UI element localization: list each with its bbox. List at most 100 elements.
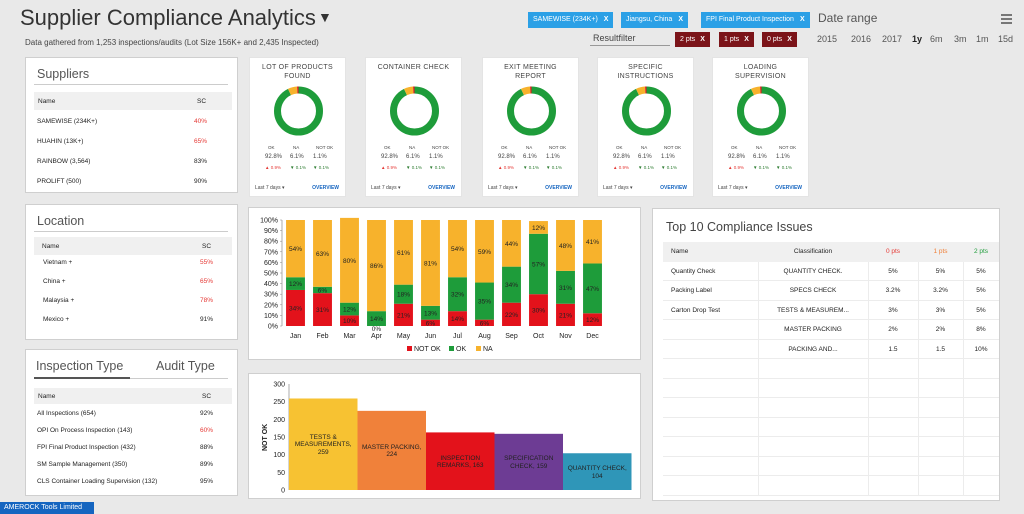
remove-filter-icon[interactable]: X: [603, 16, 609, 23]
supplier-row-name[interactable]: RAINBOW (3,564): [37, 158, 91, 165]
bar-ok[interactable]: [286, 277, 305, 290]
top10-row[interactable]: [663, 456, 999, 476]
tab-audit-type[interactable]: Audit Type: [156, 359, 215, 373]
bar-ok[interactable]: [502, 266, 521, 303]
bar-not-ok[interactable]: [286, 289, 305, 326]
kpi-card[interactable]: SPECIFIC INSTRUCTIONS OK 92.8% ▲ 0.9% NA 6.1%…: [597, 57, 694, 197]
inspection-row-name[interactable]: OPI On Process Inspection (143): [37, 427, 133, 434]
bar-na[interactable]: [448, 220, 467, 278]
bar-na[interactable]: [502, 220, 521, 267]
bar-na[interactable]: [286, 220, 305, 278]
remove-filter-icon[interactable]: X: [700, 36, 705, 43]
kpi-period-select[interactable]: Last 7 days ▾: [371, 185, 401, 191]
kpi-period-select[interactable]: Last 7 days ▾: [603, 185, 633, 191]
filter-chip-supplier[interactable]: SAMEWISE (234K+) X: [528, 12, 614, 28]
category-bar[interactable]: [289, 398, 358, 490]
bar-not-ok[interactable]: [556, 303, 575, 326]
kpi-overview-link[interactable]: OVERVIEW: [428, 185, 455, 191]
supplier-row-name[interactable]: HUAHIN (13K+): [37, 138, 84, 145]
bar-ok[interactable]: [475, 282, 494, 320]
supplier-row-name[interactable]: SAMEWISE (234K+): [37, 118, 98, 125]
bar-na[interactable]: [421, 220, 440, 306]
inspection-row-name[interactable]: SM Sample Management (350): [37, 461, 128, 468]
bar-not-ok[interactable]: [583, 313, 602, 326]
kpi-period-select[interactable]: Last 7 days ▾: [255, 185, 285, 191]
inspection-row-name[interactable]: CLS Container Loading Supervision (132): [37, 478, 158, 485]
bar-ok[interactable]: [556, 270, 575, 304]
bar-not-ok[interactable]: [529, 294, 548, 326]
bar-ok[interactable]: [448, 277, 467, 312]
range-1m[interactable]: 1m: [976, 34, 989, 44]
tab-inspection-type[interactable]: Inspection Type: [36, 359, 124, 373]
top10-row[interactable]: [663, 378, 999, 398]
top10-row[interactable]: Packing Label SPECS CHECK 3.2% 3.2% 5%: [663, 281, 999, 301]
bar-na[interactable]: [475, 220, 494, 283]
kpi-card[interactable]: LOT OF PRODUCTS FOUND OK 92.8% ▲ 0.9% NA 6.1%…: [249, 57, 346, 197]
top10-row[interactable]: [663, 398, 999, 418]
remove-filter-icon[interactable]: X: [787, 36, 792, 43]
bar-ok[interactable]: [583, 263, 602, 314]
bar-ok[interactable]: [421, 305, 440, 320]
kpi-period-select[interactable]: Last 7 days ▾: [488, 185, 518, 191]
bar-not-ok[interactable]: [502, 302, 521, 326]
range-2015[interactable]: 2015: [817, 34, 838, 44]
bar-ok[interactable]: [340, 302, 359, 316]
bar-ok[interactable]: [394, 284, 413, 304]
range-6m[interactable]: 6m: [930, 34, 943, 44]
inspection-row-name[interactable]: FPI Final Product Inspection (432): [37, 444, 136, 451]
kpi-card[interactable]: LOADING SUPERVISION OK 92.8% ▲ 0.9% NA 6.1% ▼ …: [712, 57, 809, 197]
pts-filter-2[interactable]: 2 pts X: [675, 32, 710, 47]
top10-row[interactable]: [663, 437, 999, 457]
bar-not-ok[interactable]: [394, 303, 413, 326]
kpi-card[interactable]: CONTAINER CHECK OK 92.8% ▲ 0.9% NA 6.1% ▼ 0.1%…: [365, 57, 462, 197]
range-1y[interactable]: 1y: [912, 34, 923, 44]
category-bar[interactable]: [357, 410, 427, 490]
pts-filter-1[interactable]: 1 pts X: [719, 32, 754, 47]
top10-row[interactable]: Quantity Check QUANTITY CHECK. 5% 5% 5%: [663, 261, 999, 281]
filter-chip-location[interactable]: Jiangsu, China X: [621, 12, 688, 28]
bar-na[interactable]: [583, 220, 602, 264]
bar-ok[interactable]: [313, 286, 332, 294]
category-bar[interactable]: [563, 453, 632, 490]
top10-row[interactable]: [663, 417, 999, 437]
top10-row[interactable]: [663, 476, 999, 496]
filter-chip-inspection[interactable]: FPI Final Product Inspection X: [701, 12, 810, 28]
bar-na[interactable]: [529, 221, 548, 234]
top10-row[interactable]: Carton Drop Test TESTS & MEASUREM... 3% 3% 5…: [663, 300, 999, 320]
bar-not-ok[interactable]: [421, 319, 440, 326]
range-2017[interactable]: 2017: [882, 34, 903, 44]
category-bar[interactable]: [494, 433, 564, 490]
title-dropdown-icon[interactable]: ▼: [317, 9, 332, 25]
category-bar[interactable]: [426, 432, 495, 490]
range-3m[interactable]: 3m: [954, 34, 967, 44]
bar-na[interactable]: [556, 220, 575, 271]
bar-na[interactable]: [367, 220, 386, 312]
result-filter-input[interactable]: Resultfilter: [590, 30, 670, 46]
kpi-overview-link[interactable]: OVERVIEW: [545, 185, 572, 191]
kpi-overview-link[interactable]: OVERVIEW: [312, 185, 339, 191]
bar-not-ok[interactable]: [313, 293, 332, 326]
range-2016[interactable]: 2016: [851, 34, 872, 44]
supplier-row-name[interactable]: PROLIFT (500): [37, 178, 82, 185]
bar-ok[interactable]: [529, 233, 548, 295]
bar-ok[interactable]: [367, 311, 386, 326]
top10-row[interactable]: MASTER PACKING 2% 2% 8%: [663, 320, 999, 340]
top10-row[interactable]: [663, 359, 999, 379]
bar-not-ok[interactable]: [340, 315, 359, 326]
remove-filter-icon[interactable]: X: [799, 16, 805, 23]
location-row-name[interactable]: China +: [43, 278, 66, 285]
bar-na[interactable]: [313, 220, 332, 287]
page-title[interactable]: Supplier Compliance Analytics ▼: [20, 5, 332, 31]
bar-na[interactable]: [340, 217, 359, 303]
bar-not-ok[interactable]: [448, 311, 467, 326]
remove-filter-icon[interactable]: X: [678, 16, 683, 23]
pts-filter-0[interactable]: 0 pts X: [762, 32, 797, 47]
kpi-card[interactable]: EXIT MEETING REPORT OK 92.8% ▲ 0.9% NA 6.1% ▼ …: [482, 57, 579, 197]
location-row-name[interactable]: Malaysia +: [43, 297, 75, 304]
remove-filter-icon[interactable]: X: [744, 36, 749, 43]
location-row-name[interactable]: Mexico +: [43, 316, 70, 323]
bar-not-ok[interactable]: [475, 319, 494, 326]
range-15d[interactable]: 15d: [998, 34, 1014, 44]
inspection-row-name[interactable]: All Inspections (654): [37, 410, 96, 417]
bar-na[interactable]: [394, 220, 413, 285]
